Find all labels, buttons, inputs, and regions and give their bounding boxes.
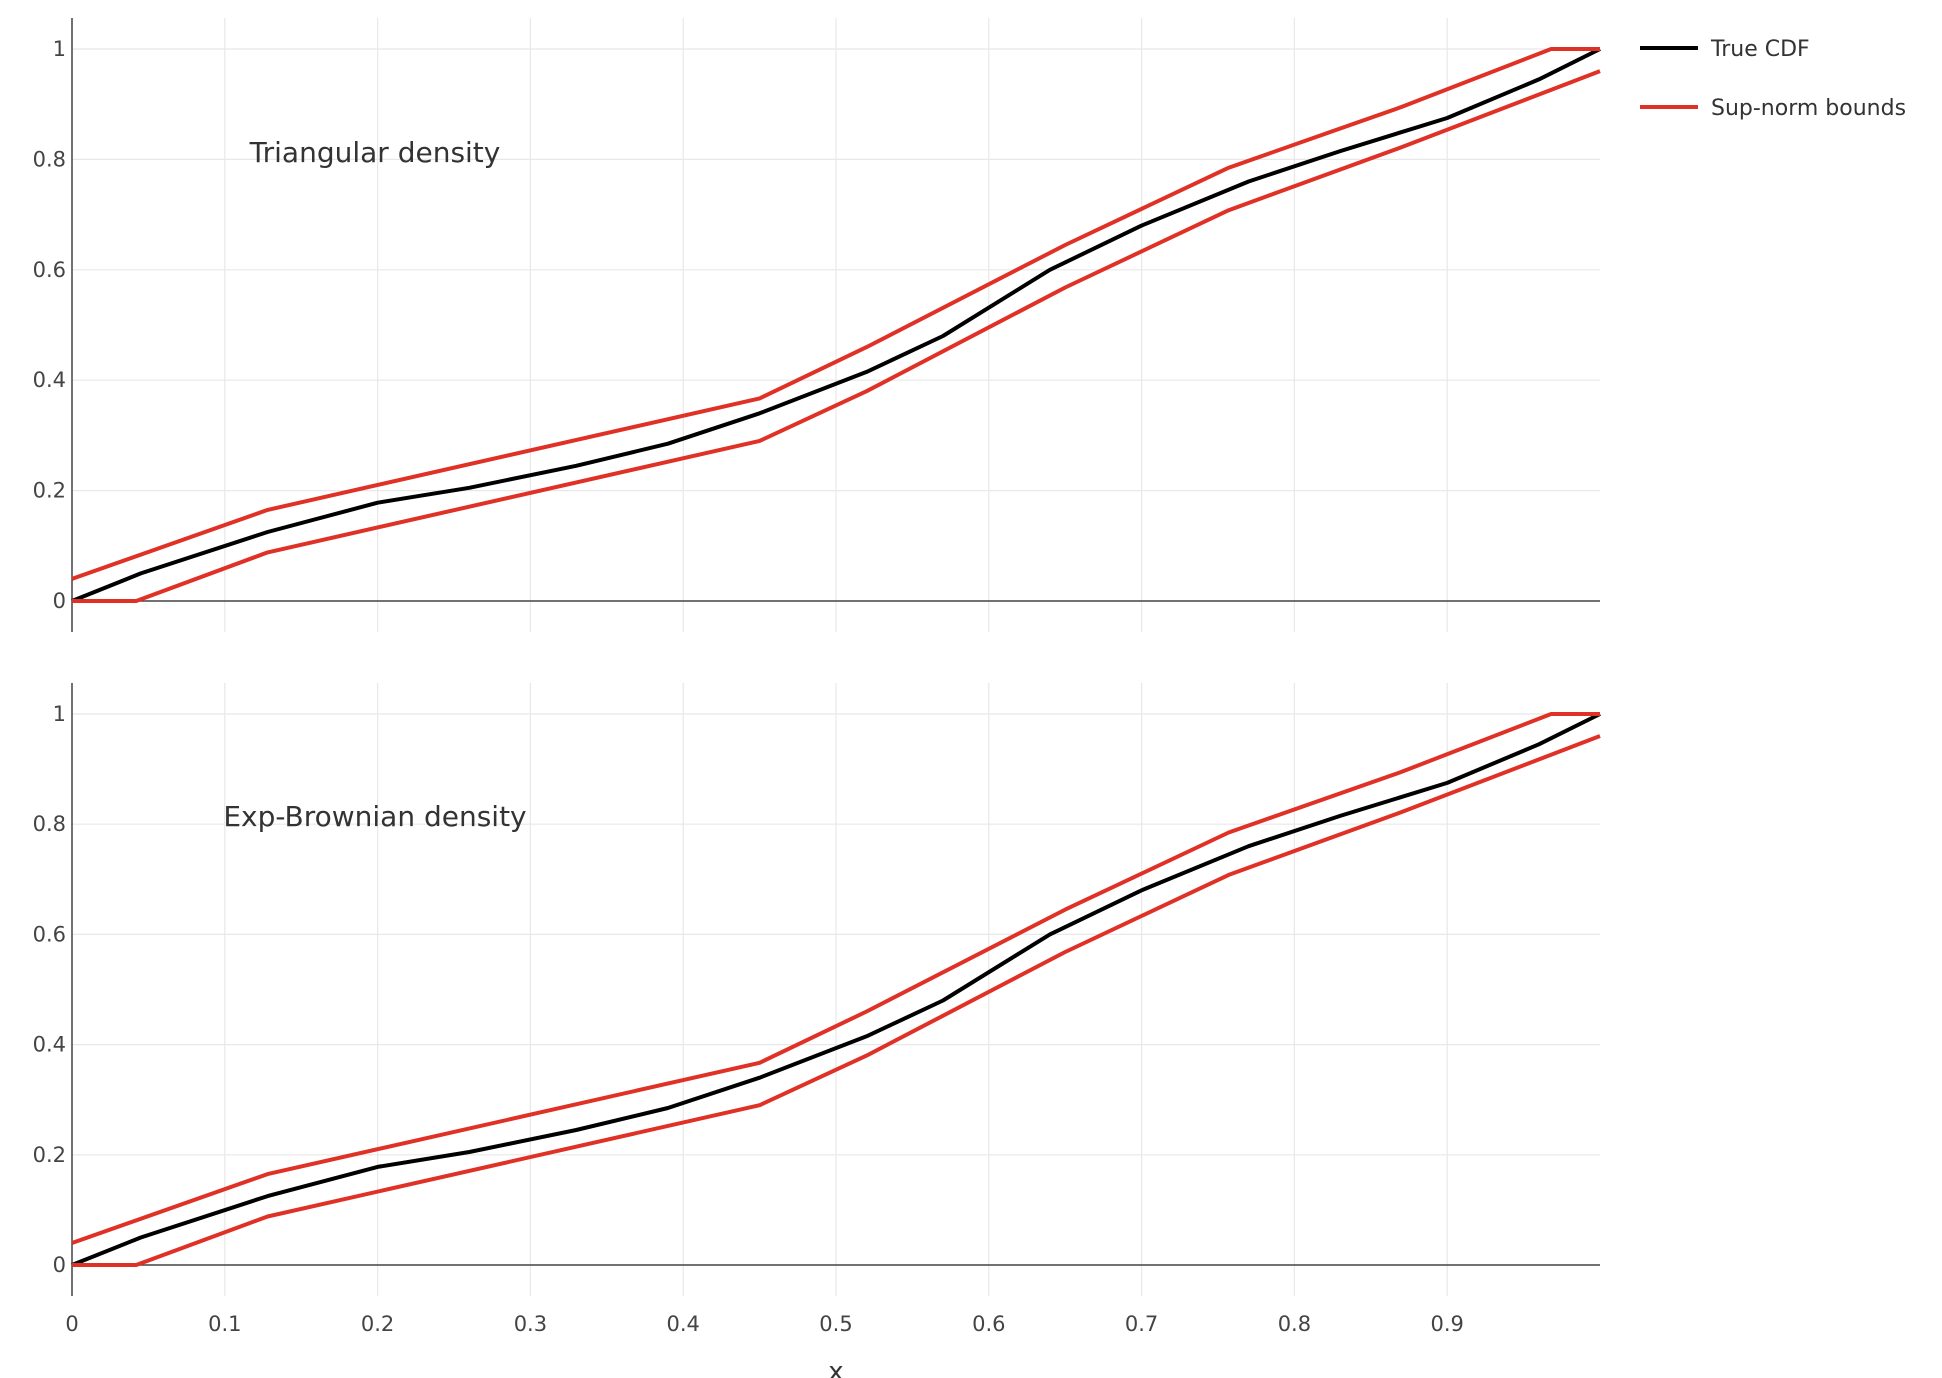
x-tick-label: 0.3 [514,1312,547,1336]
x-tick-label: 0.1 [208,1312,241,1336]
legend: True CDF Sup-norm bounds [1640,37,1906,121]
series-line-true-cdf [71,712,1601,1267]
y-tick-label: 0.6 [33,258,66,282]
legend-label-sup-norm-bounds: Sup-norm bounds [1711,96,1906,121]
legend-label-true-cdf: True CDF [1710,37,1810,62]
y-tick-label: 1 [53,37,66,61]
series-line-upper-bound [71,712,1600,1245]
y-tick-label: 0.8 [33,147,66,171]
panel-annotation: Triangular density [249,136,501,169]
y-tick-label: 0.6 [33,922,66,946]
series-line-true-cdf [71,47,1601,603]
series-line-upper-bound [71,47,1600,581]
x-tick-label: 0 [65,1312,78,1336]
panel-annotation: Exp-Brownian density [223,800,526,833]
y-tick-label: 0 [53,589,66,613]
x-tick-label: 0.4 [666,1312,699,1336]
series-line-lower-bound [72,69,1601,603]
y-tick-label: 0.8 [33,812,66,836]
y-tick-label: 0.2 [33,479,66,503]
x-tick-label: 0.5 [819,1312,852,1336]
y-tick-label: 0.2 [33,1143,66,1167]
x-tick-label: 0.7 [1125,1312,1158,1336]
x-tick-label: 0.9 [1430,1312,1463,1336]
series-line-lower-bound [72,734,1601,1267]
chart-panel-1: 0 0.2 0.4 0.6 0.8 1 Triangular density [33,18,1601,632]
x-tick-label: 0.6 [972,1312,1005,1336]
x-tick-label: 0.2 [361,1312,394,1336]
y-tick-label: 0.4 [33,368,66,392]
y-tick-label: 1 [53,702,66,726]
x-tick-label: 0.8 [1278,1312,1311,1336]
chart-panel-2: 0 0.2 0.4 0.6 0.8 1 0 0.1 0.2 0.3 0.4 0.5 0.6 0.7 0.8 0… [33,683,1601,1378]
y-tick-label: 0 [53,1253,66,1277]
x-axis-title: x [828,1357,843,1378]
y-tick-label: 0.4 [33,1033,66,1057]
